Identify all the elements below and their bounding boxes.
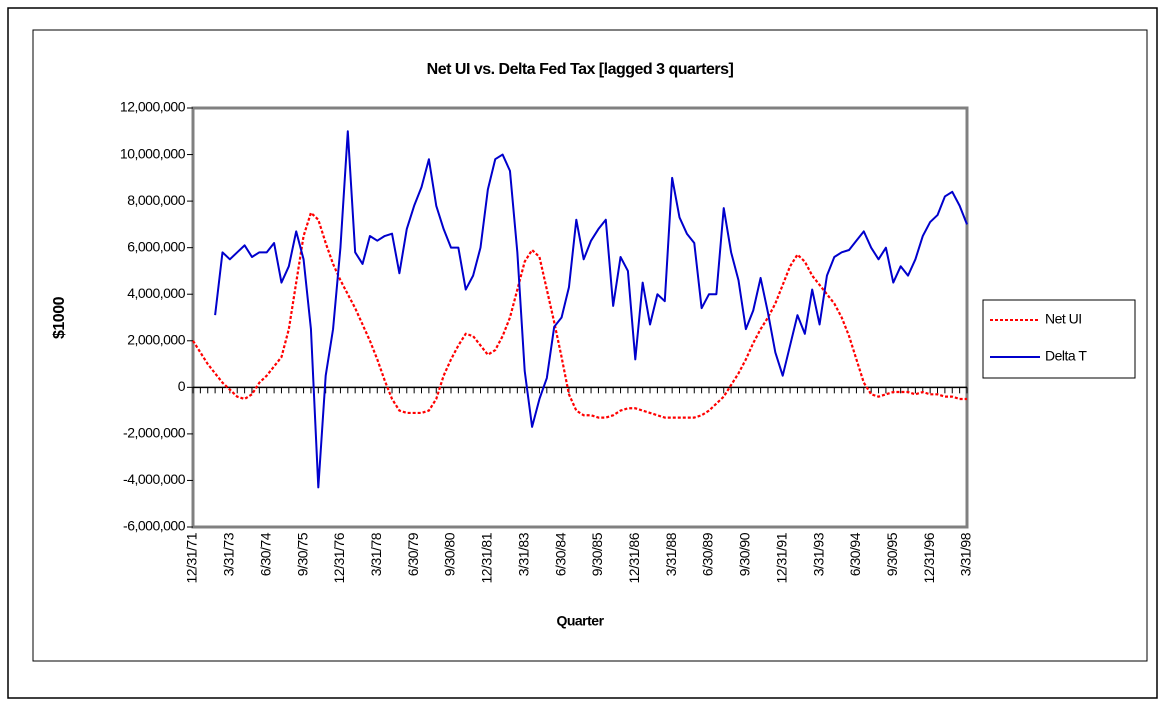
x-tick-label: 9/30/75 xyxy=(294,532,310,576)
series-line xyxy=(192,211,967,419)
y-tick-label: -4,000,000 xyxy=(123,471,186,487)
x-tick-label: 12/31/76 xyxy=(331,532,347,583)
x-tick-label: 6/30/94 xyxy=(847,532,863,576)
y-tick-label: 2,000,000 xyxy=(127,331,185,347)
legend-label: Net UI xyxy=(1045,311,1082,327)
y-tick-label: 10,000,000 xyxy=(120,145,186,161)
y-tick-label: -2,000,000 xyxy=(123,425,186,441)
y-tick-label: 6,000,000 xyxy=(127,238,185,254)
y-tick-label: -6,000,000 xyxy=(123,518,186,534)
x-tick-label: 3/31/98 xyxy=(958,532,974,576)
x-tick-label: 9/30/85 xyxy=(589,532,605,576)
x-tick-label: 6/30/89 xyxy=(700,532,716,576)
x-tick-label: 3/31/78 xyxy=(368,532,384,576)
chart-frame xyxy=(32,29,1148,662)
chart-title: Net UI vs. Delta Fed Tax [lagged 3 quart… xyxy=(427,61,734,78)
x-tick-label: 9/30/90 xyxy=(737,532,753,576)
x-tick-label: 6/30/79 xyxy=(405,532,421,576)
x-tick-label: 6/30/74 xyxy=(257,532,273,576)
y-tick-label: 4,000,000 xyxy=(127,285,185,301)
x-tick-label: 9/30/95 xyxy=(884,532,900,576)
x-tick-label: 12/31/86 xyxy=(626,532,642,583)
x-tick-label: 3/31/93 xyxy=(810,532,826,576)
y-tick-label: 12,000,000 xyxy=(120,99,186,115)
y-tick-label: 0 xyxy=(178,378,186,394)
x-tick-label: 3/31/83 xyxy=(515,532,531,576)
y-tick-label: 8,000,000 xyxy=(127,192,185,208)
plot-area xyxy=(191,106,969,529)
x-tick-label: 3/31/73 xyxy=(221,532,237,576)
x-tick-label: 12/31/91 xyxy=(773,532,789,583)
legend-label: Delta T xyxy=(1045,348,1087,364)
x-tick-label: 12/31/96 xyxy=(921,532,937,583)
legend xyxy=(982,299,1136,379)
x-tick-label: 12/31/71 xyxy=(184,532,200,583)
x-tick-label: 3/31/88 xyxy=(663,532,679,576)
series-line xyxy=(214,130,968,489)
x-axis-label: Quarter xyxy=(556,613,604,629)
x-tick-label: 12/31/81 xyxy=(479,532,495,583)
x-tick-label: 9/30/80 xyxy=(442,532,458,576)
x-tick-label: 6/30/84 xyxy=(552,532,568,576)
y-axis-label: $1000 xyxy=(51,296,68,339)
